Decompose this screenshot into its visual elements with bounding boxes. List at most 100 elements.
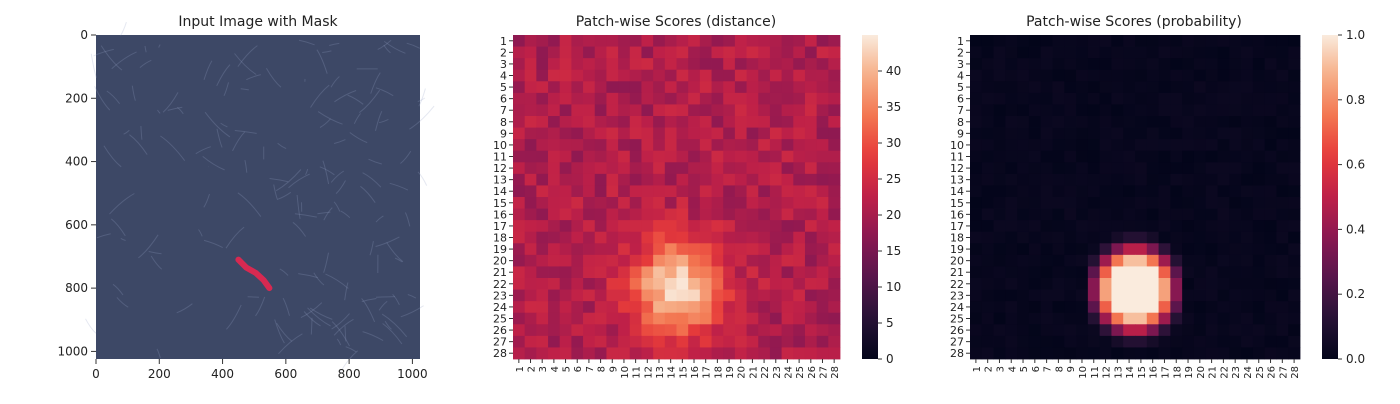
heatmap-cell [560, 174, 572, 186]
heatmap-cell [1135, 266, 1147, 278]
heatmap-cell [653, 336, 665, 348]
heatmap-cell [571, 174, 583, 186]
heatmap-cell [665, 81, 677, 93]
heatmap-cell [641, 81, 653, 93]
heatmap-cell [1017, 255, 1029, 267]
heatmap-cell [1276, 70, 1288, 82]
x-tick-label: 23 [772, 366, 783, 379]
heatmap-cell [688, 151, 700, 163]
heatmap-cell [1182, 197, 1194, 209]
heatmap-cell [1017, 232, 1029, 244]
heatmap-cell [1029, 266, 1041, 278]
heatmap-cell [653, 232, 665, 244]
heatmap-cell [817, 139, 829, 151]
heatmap-cell [793, 209, 805, 221]
heatmap-cell [1206, 81, 1218, 93]
heatmap-cell [817, 151, 829, 163]
heatmap-cell [513, 151, 525, 163]
x-tick-label: 6 [1031, 366, 1042, 372]
heatmap-cell [1218, 313, 1230, 325]
heatmap-cell [1017, 128, 1029, 140]
heatmap-cell [1288, 243, 1300, 255]
heatmap-cell [653, 35, 665, 47]
x-tick-label: 1 [972, 366, 983, 372]
heatmap-cell [571, 232, 583, 244]
heatmap-cell [712, 81, 724, 93]
heatmap-cell [828, 151, 840, 163]
heatmap-cell [747, 35, 759, 47]
heatmap-cell [1170, 266, 1182, 278]
heatmap-cell [723, 116, 735, 128]
heatmap-cell [1100, 197, 1112, 209]
heatmap-cell [793, 139, 805, 151]
heatmap-cell [747, 313, 759, 325]
heatmap-cell [1135, 58, 1147, 70]
heatmap-cell [1064, 255, 1076, 267]
heatmap-cell [1159, 313, 1171, 325]
heatmap-cell [1229, 139, 1241, 151]
heatmap-cell [688, 174, 700, 186]
heatmap-cell [817, 220, 829, 232]
heatmap-cell [1064, 313, 1076, 325]
heatmap-cell [1170, 139, 1182, 151]
heatmap-cell [1041, 35, 1053, 47]
heatmap-cell [606, 116, 618, 128]
heatmap-cell [525, 232, 537, 244]
heatmap-cell [1288, 35, 1300, 47]
heatmap-cell [583, 290, 595, 302]
heatmap-cell [665, 139, 677, 151]
heatmap-cell [994, 324, 1006, 336]
heatmap-cell [1194, 81, 1206, 93]
heatmap-cell [1053, 347, 1065, 359]
heatmap-cell [1182, 209, 1194, 221]
heatmap-cell [595, 313, 607, 325]
heatmap-cell [677, 278, 689, 290]
heatmap-cell [1029, 58, 1041, 70]
heatmap-cell [1100, 93, 1112, 105]
heatmap-cell [1159, 104, 1171, 116]
heatmap-cell [1041, 232, 1053, 244]
heatmap-cell [994, 116, 1006, 128]
heatmap-cell [1064, 185, 1076, 197]
heatmap-cell [1135, 220, 1147, 232]
heatmap-cell [677, 151, 689, 163]
heatmap-cell [1194, 116, 1206, 128]
colorbar-tick-label: 0.6 [1346, 158, 1365, 172]
heatmap-cell [1206, 301, 1218, 313]
heatmap-cell [595, 47, 607, 59]
heatmap-cell [970, 185, 982, 197]
colorbar-tick-label: 0.0 [1346, 352, 1365, 366]
heatmap-cell [1029, 162, 1041, 174]
heatmap-cell [758, 185, 770, 197]
heatmap-cell [1265, 255, 1277, 267]
heatmap-cell [536, 336, 548, 348]
heatmap-cell [1218, 197, 1230, 209]
heatmap-cell [1005, 70, 1017, 82]
heatmap-cell [1076, 47, 1088, 59]
heatmap-cell [653, 290, 665, 302]
heatmap-cell [560, 185, 572, 197]
heatmap-cell [1076, 301, 1088, 313]
heatmap-cell [525, 220, 537, 232]
heatmap-cell [828, 116, 840, 128]
heatmap-cell [1241, 93, 1253, 105]
heatmap-cell [606, 58, 618, 70]
heatmap-cell [793, 151, 805, 163]
heatmap-cell [782, 81, 794, 93]
heatmap-cell [793, 278, 805, 290]
heatmap-cell [758, 116, 770, 128]
x-tick-label: 11 [1090, 366, 1101, 379]
heatmap-cell [1017, 243, 1029, 255]
heatmap-cell [735, 197, 747, 209]
heatmap-cell [1206, 162, 1218, 174]
heatmap-cell [595, 116, 607, 128]
heatmap-cell [583, 47, 595, 59]
heatmap-cell [1076, 185, 1088, 197]
heatmap-cell [1276, 278, 1288, 290]
heatmap-cell [1017, 174, 1029, 186]
heatmap-cell [665, 336, 677, 348]
heatmap-cell [1053, 58, 1065, 70]
y-tick-label: 28 [493, 347, 507, 360]
heatmap-cell [1064, 243, 1076, 255]
heatmap-cell [747, 336, 759, 348]
